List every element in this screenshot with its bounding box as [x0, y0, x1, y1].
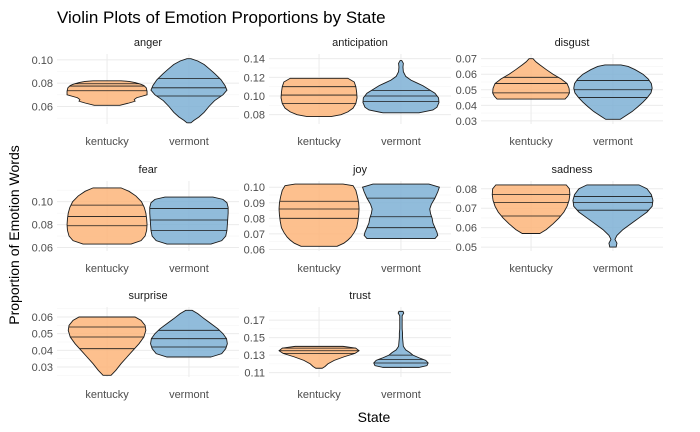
panel-title: surprise: [128, 290, 167, 302]
y-tick-label: 0.05: [456, 242, 477, 254]
y-tick-label: 0.08: [32, 220, 53, 232]
panel-trust: trust 0.11 0.13 0.15 0.17 kentucky vermont: [244, 290, 451, 401]
x-tick-label: kentucky: [509, 263, 553, 275]
x-tick-label: vermont: [593, 136, 633, 148]
panel-joy: joy 0.06 0.07 0.08 0.09 0.10 kentucky vermont: [244, 164, 451, 275]
violin-vermont: [150, 309, 228, 358]
x-tick-label: vermont: [381, 263, 421, 275]
x-tick-label: kentucky: [85, 136, 129, 148]
panel-anger: anger 0.06 0.08 0.10 kentucky vermont: [32, 37, 239, 148]
chart-title: Violin Plots of Emotion Proportions by S…: [57, 8, 386, 27]
y-tick-label: 0.11: [244, 368, 265, 380]
y-tick-label: 0.10: [244, 91, 265, 103]
violin-kentucky: [491, 184, 571, 234]
y-tick-label: 0.03: [456, 116, 477, 128]
violin-kentucky: [492, 58, 570, 100]
y-tick-label: 0.06: [32, 243, 53, 255]
y-tick-label: 0.06: [456, 69, 477, 81]
panel-title: anticipation: [332, 37, 388, 49]
y-tick-label: 0.07: [244, 229, 265, 241]
violin-kentucky: [278, 345, 360, 369]
x-axis-title: State: [358, 409, 391, 425]
violin-vermont: [572, 184, 654, 248]
y-tick-label: 0.07: [456, 54, 477, 66]
panel-title: fear: [139, 164, 158, 176]
x-tick-label: vermont: [169, 136, 209, 148]
panel-surprise: surprise 0.03 0.04 0.05 0.06 kentucky vermont: [32, 290, 239, 401]
y-tick-label: 0.08: [244, 110, 265, 122]
x-tick-label: kentucky: [297, 389, 341, 401]
x-tick-label: kentucky: [509, 136, 553, 148]
panel-title: disgust: [555, 37, 590, 49]
panel-title: sadness: [552, 164, 593, 176]
x-tick-label: vermont: [169, 389, 209, 401]
y-tick-label: 0.06: [244, 244, 265, 256]
violin-vermont: [362, 60, 440, 114]
violin-kentucky: [280, 77, 358, 117]
x-tick-label: kentucky: [85, 263, 129, 275]
y-tick-label: 0.10: [32, 197, 53, 209]
y-tick-label: 0.08: [32, 78, 53, 90]
y-tick-label: 0.15: [244, 333, 265, 345]
y-tick-label: 0.17: [244, 315, 265, 327]
x-tick-label: vermont: [593, 263, 633, 275]
y-tick-label: 0.14: [244, 54, 265, 66]
y-tick-label: 0.09: [244, 198, 265, 210]
x-tick-label: kentucky: [297, 136, 341, 148]
y-tick-label: 0.03: [32, 362, 53, 374]
y-tick-label: 0.13: [244, 350, 265, 362]
y-tick-label: 0.10: [244, 182, 265, 194]
y-axis-title: Proportion of Emotion Words: [6, 145, 22, 325]
x-tick-label: kentucky: [85, 389, 129, 401]
panel-disgust: disgust 0.03 0.04 0.05 0.06 0.07 kentucky vermo…: [456, 37, 663, 148]
violin-kentucky: [66, 187, 148, 245]
panel-title: trust: [349, 290, 370, 302]
y-tick-label: 0.06: [32, 312, 53, 324]
x-tick-label: vermont: [169, 263, 209, 275]
x-tick-label: vermont: [381, 136, 421, 148]
y-tick-label: 0.05: [32, 329, 53, 341]
violin-vermont: [150, 58, 228, 124]
violin-kentucky: [66, 80, 148, 106]
panel-title: anger: [134, 37, 162, 49]
x-tick-label: kentucky: [297, 263, 341, 275]
y-tick-label: 0.06: [456, 223, 477, 235]
panel-title: joy: [352, 164, 368, 176]
panel-fear: fear 0.06 0.08 0.10 kentucky vermont: [32, 164, 239, 275]
y-tick-label: 0.12: [244, 72, 265, 84]
violin-vermont: [149, 196, 229, 245]
violin-kentucky: [278, 183, 360, 247]
y-tick-label: 0.08: [244, 213, 265, 225]
y-tick-label: 0.04: [456, 100, 477, 112]
y-tick-label: 0.05: [456, 85, 477, 97]
y-tick-label: 0.06: [32, 102, 53, 114]
panel-anticipation: anticipation 0.08 0.10 0.12 0.14 kentucky verm…: [244, 37, 451, 148]
y-tick-label: 0.04: [32, 345, 53, 357]
violin-vermont: [573, 64, 653, 120]
violin-kentucky: [67, 316, 147, 376]
y-tick-label: 0.08: [456, 184, 477, 196]
x-tick-label: vermont: [381, 389, 421, 401]
y-tick-label: 0.10: [32, 55, 53, 67]
y-tick-label: 0.07: [456, 203, 477, 215]
panel-sadness: sadness 0.05 0.06 0.07 0.08 kentucky vermont: [456, 164, 663, 275]
violin-vermont: [361, 183, 440, 240]
